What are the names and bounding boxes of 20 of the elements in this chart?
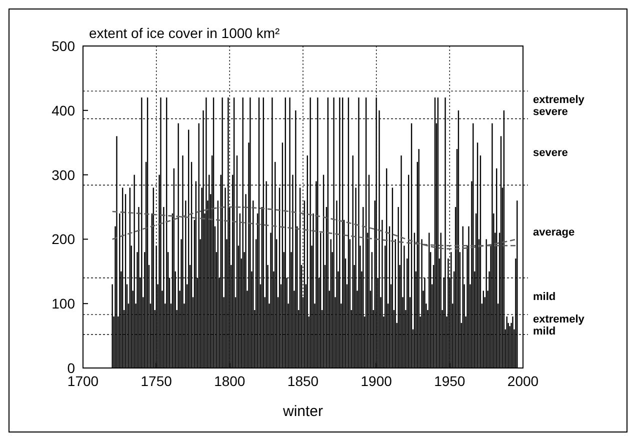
- x-tick-label: 1850: [287, 373, 319, 389]
- y-tick-label: 300: [52, 166, 76, 183]
- y-tick-label: 100: [52, 296, 76, 312]
- y-tick-label: 400: [52, 102, 76, 118]
- text: mild: [533, 291, 556, 304]
- y-tick-label: 200: [52, 231, 76, 248]
- text: severe: [533, 146, 568, 159]
- x-tick-label: 1800: [214, 373, 246, 389]
- text: extremely severe: [533, 94, 586, 118]
- x-tick-label: 1950: [434, 373, 466, 389]
- text: average: [533, 226, 575, 238]
- x-tick-label: 1700: [67, 373, 99, 389]
- x-tick-label: 2000: [507, 373, 539, 389]
- x-tick-label: 1750: [140, 373, 172, 389]
- x-axis-title: winter: [282, 403, 324, 420]
- y-tick-label: 0: [67, 360, 76, 376]
- x-tick-label: 1900: [360, 373, 392, 389]
- y-tick-label: 500: [52, 38, 76, 54]
- text: extremely mild: [533, 314, 586, 338]
- chart-title: extent of ice cover in 1000 km²: [89, 25, 280, 41]
